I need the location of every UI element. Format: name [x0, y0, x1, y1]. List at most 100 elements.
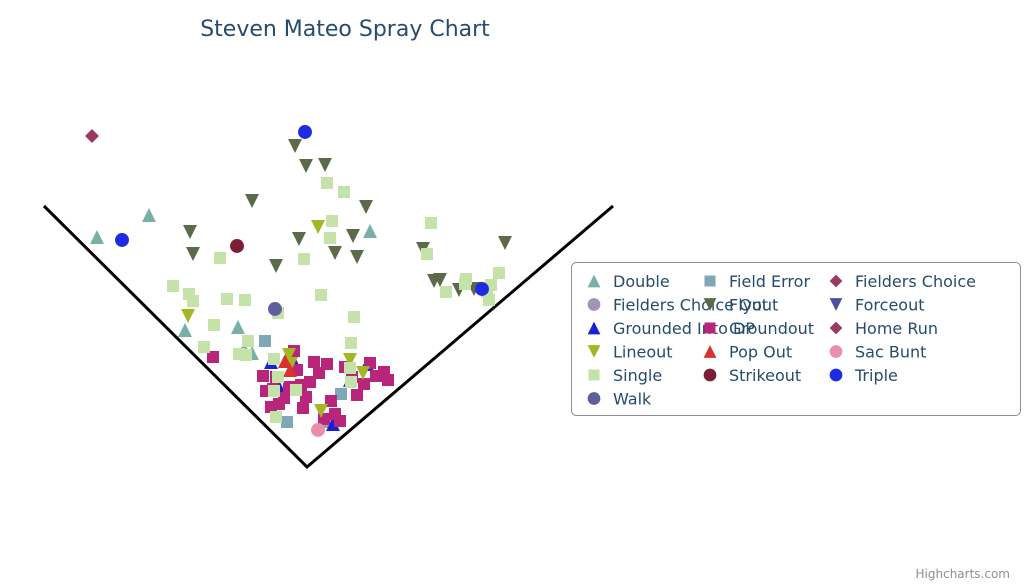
- point-flyout-6[interactable]: [292, 232, 306, 246]
- point-pop-out-1[interactable]: [278, 354, 292, 368]
- point-lineout-1[interactable]: [181, 309, 195, 323]
- point-flyout-7[interactable]: [299, 159, 313, 173]
- point-groundout-2[interactable]: [257, 370, 269, 382]
- point-lineout-6[interactable]: [343, 353, 357, 367]
- point-lineout-7[interactable]: [356, 366, 370, 380]
- legend-item-groundout[interactable]: Groundout: [704, 319, 815, 338]
- point-double-4[interactable]: [231, 320, 245, 334]
- legend-item-sac-bunt[interactable]: Sac Bunt: [829, 343, 927, 362]
- point-single-13[interactable]: [268, 353, 280, 365]
- point-lineout-5[interactable]: [314, 404, 328, 418]
- legend-item-lineout[interactable]: Lineout: [587, 343, 673, 362]
- point-flyout-12[interactable]: [359, 200, 373, 214]
- point-pop-out-2[interactable]: [283, 363, 297, 377]
- point-single-24[interactable]: [345, 376, 357, 388]
- legend-item-walk[interactable]: Walk: [587, 390, 652, 409]
- point-single-19[interactable]: [324, 232, 336, 244]
- point-triple-3[interactable]: [475, 282, 489, 296]
- point-single-29[interactable]: [440, 286, 452, 298]
- legend-item-fielders-choice-out[interactable]: Fielders Choice Out: [587, 296, 768, 315]
- point-flyout-10[interactable]: [346, 229, 360, 243]
- point-groundout-8[interactable]: [278, 392, 290, 404]
- point-groundout-13[interactable]: [297, 402, 309, 414]
- point-single-6[interactable]: [208, 319, 220, 331]
- point-double-3[interactable]: [178, 323, 192, 337]
- point-groundout-1[interactable]: [207, 351, 219, 363]
- point-walk-1[interactable]: [268, 302, 282, 316]
- point-single-25[interactable]: [345, 337, 357, 349]
- legend-item-triple[interactable]: Triple: [829, 366, 898, 385]
- point-single-22[interactable]: [338, 186, 350, 198]
- point-single-20[interactable]: [326, 215, 338, 227]
- point-flyout-11[interactable]: [350, 250, 364, 264]
- point-flyout-9[interactable]: [328, 246, 342, 260]
- point-groundout-19[interactable]: [321, 358, 333, 370]
- point-single-26[interactable]: [348, 311, 360, 323]
- point-single-18[interactable]: [315, 289, 327, 301]
- point-single-10[interactable]: [233, 348, 245, 360]
- point-groundout-16[interactable]: [308, 356, 320, 368]
- legend-item-field-error[interactable]: Field Error: [704, 272, 811, 291]
- point-strikeout-1[interactable]: [230, 239, 244, 253]
- point-field-error-1[interactable]: [259, 335, 271, 347]
- point-flyout-5[interactable]: [288, 139, 302, 153]
- point-single-34[interactable]: [460, 273, 472, 285]
- point-groundout-30[interactable]: [382, 374, 394, 386]
- legend-item-pop-out[interactable]: Pop Out: [703, 343, 793, 362]
- point-double-2[interactable]: [142, 208, 156, 222]
- point-groundout-26[interactable]: [358, 378, 370, 390]
- point-double-6[interactable]: [363, 224, 377, 238]
- point-triple-2[interactable]: [298, 125, 312, 139]
- point-groundout-20[interactable]: [325, 395, 337, 407]
- legend-item-strikeout[interactable]: Strikeout: [703, 366, 802, 385]
- point-single-27[interactable]: [425, 217, 437, 229]
- point-lineout-2[interactable]: [282, 348, 296, 362]
- point-groundout-22[interactable]: [334, 415, 346, 427]
- point-lineout-4[interactable]: [311, 220, 325, 234]
- point-single-4[interactable]: [214, 252, 226, 264]
- legend-item-flyout[interactable]: Flyout: [703, 296, 779, 315]
- point-groundout-27[interactable]: [364, 357, 376, 369]
- point-single-35[interactable]: [493, 267, 505, 279]
- point-grounded-into-dp-4[interactable]: [326, 417, 340, 431]
- point-single-21[interactable]: [321, 177, 333, 189]
- point-groundout-25[interactable]: [351, 389, 363, 401]
- point-flyout-18[interactable]: [498, 236, 512, 250]
- legend-item-single[interactable]: Single: [588, 366, 663, 385]
- point-single-11[interactable]: [239, 294, 251, 306]
- legend-symbol-field-error: [704, 275, 716, 287]
- point-single-17[interactable]: [298, 253, 310, 265]
- legend-item-double[interactable]: Double: [587, 272, 670, 291]
- point-field-error-2[interactable]: [281, 416, 293, 428]
- point-single-1[interactable]: [167, 280, 179, 292]
- point-single-16[interactable]: [290, 384, 302, 396]
- point-single-5[interactable]: [221, 293, 233, 305]
- point-single-3[interactable]: [187, 295, 199, 307]
- point-single-7[interactable]: [198, 341, 210, 353]
- point-field-error-4[interactable]: [335, 388, 347, 400]
- credits-link[interactable]: Highcharts.com: [916, 567, 1010, 581]
- point-flyout-3[interactable]: [245, 194, 259, 208]
- legend-item-forceout[interactable]: Forceout: [829, 296, 925, 315]
- point-flyout-4[interactable]: [269, 259, 283, 273]
- point-triple-1[interactable]: [115, 233, 129, 247]
- point-fielders-choice-1[interactable]: [85, 129, 99, 143]
- point-single-15[interactable]: [268, 385, 280, 397]
- point-single-28[interactable]: [421, 248, 433, 260]
- point-flyout-1[interactable]: [183, 225, 197, 239]
- point-double-1[interactable]: [90, 230, 104, 244]
- point-flyout-2[interactable]: [186, 247, 200, 261]
- point-groundout-14[interactable]: [300, 391, 312, 403]
- point-single-8[interactable]: [242, 335, 254, 347]
- point-single-36[interactable]: [270, 411, 282, 423]
- legend-label-field-error: Field Error: [729, 272, 810, 291]
- point-single-23[interactable]: [344, 362, 356, 374]
- point-single-14[interactable]: [272, 371, 284, 383]
- plot-area: [85, 125, 512, 437]
- legend-item-home-run[interactable]: Home Run: [829, 319, 938, 338]
- point-flyout-8[interactable]: [318, 158, 332, 172]
- legend-item-fielders-choice[interactable]: Fielders Choice: [829, 272, 976, 291]
- point-flyout-15[interactable]: [433, 273, 447, 287]
- legend-item-grounded-into-dp[interactable]: Grounded Into DP: [587, 319, 756, 338]
- point-sac-bunt-1[interactable]: [311, 423, 325, 437]
